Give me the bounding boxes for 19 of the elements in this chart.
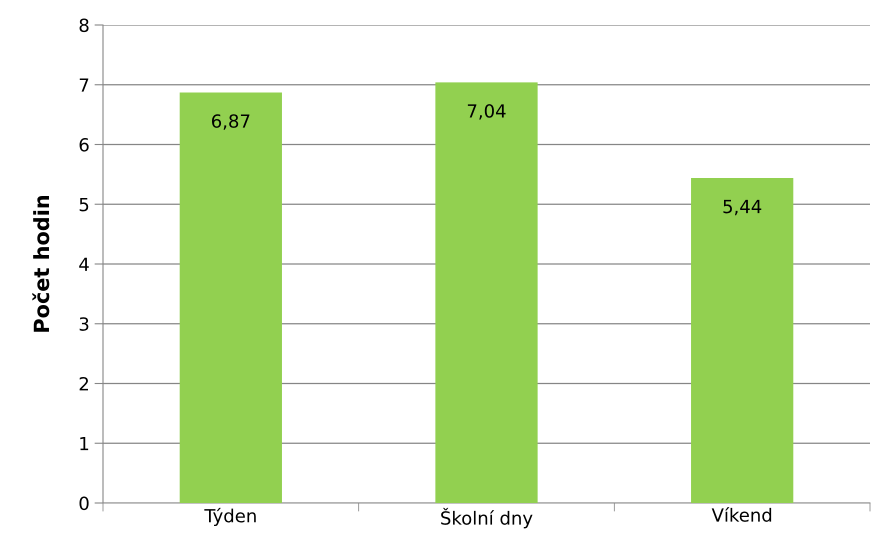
data-label: 7,04 — [468, 104, 506, 120]
bar — [180, 92, 282, 503]
y-tick-label: 5 — [80, 198, 88, 212]
x-tick-label: Týden — [204, 508, 256, 526]
y-tick-label: 4 — [79, 258, 89, 271]
y-tick-label: 8 — [80, 18, 89, 32]
y-tick-label: 6 — [80, 138, 89, 152]
x-tick-label: Víkend — [712, 507, 772, 522]
bar — [435, 82, 538, 503]
y-tick-label: 2 — [80, 376, 88, 390]
bar — [691, 178, 794, 503]
data-label: 5,44 — [723, 200, 762, 216]
y-tick-label: 0 — [80, 496, 89, 510]
y-axis-title: Počet hodin — [32, 196, 50, 332]
y-tick-label: 7 — [80, 78, 88, 92]
x-tick-label: Školní dny — [441, 508, 533, 528]
y-tick-label: 3 — [80, 317, 88, 331]
data-label: 6,87 — [212, 114, 250, 130]
y-tick-label: 1 — [80, 436, 88, 450]
